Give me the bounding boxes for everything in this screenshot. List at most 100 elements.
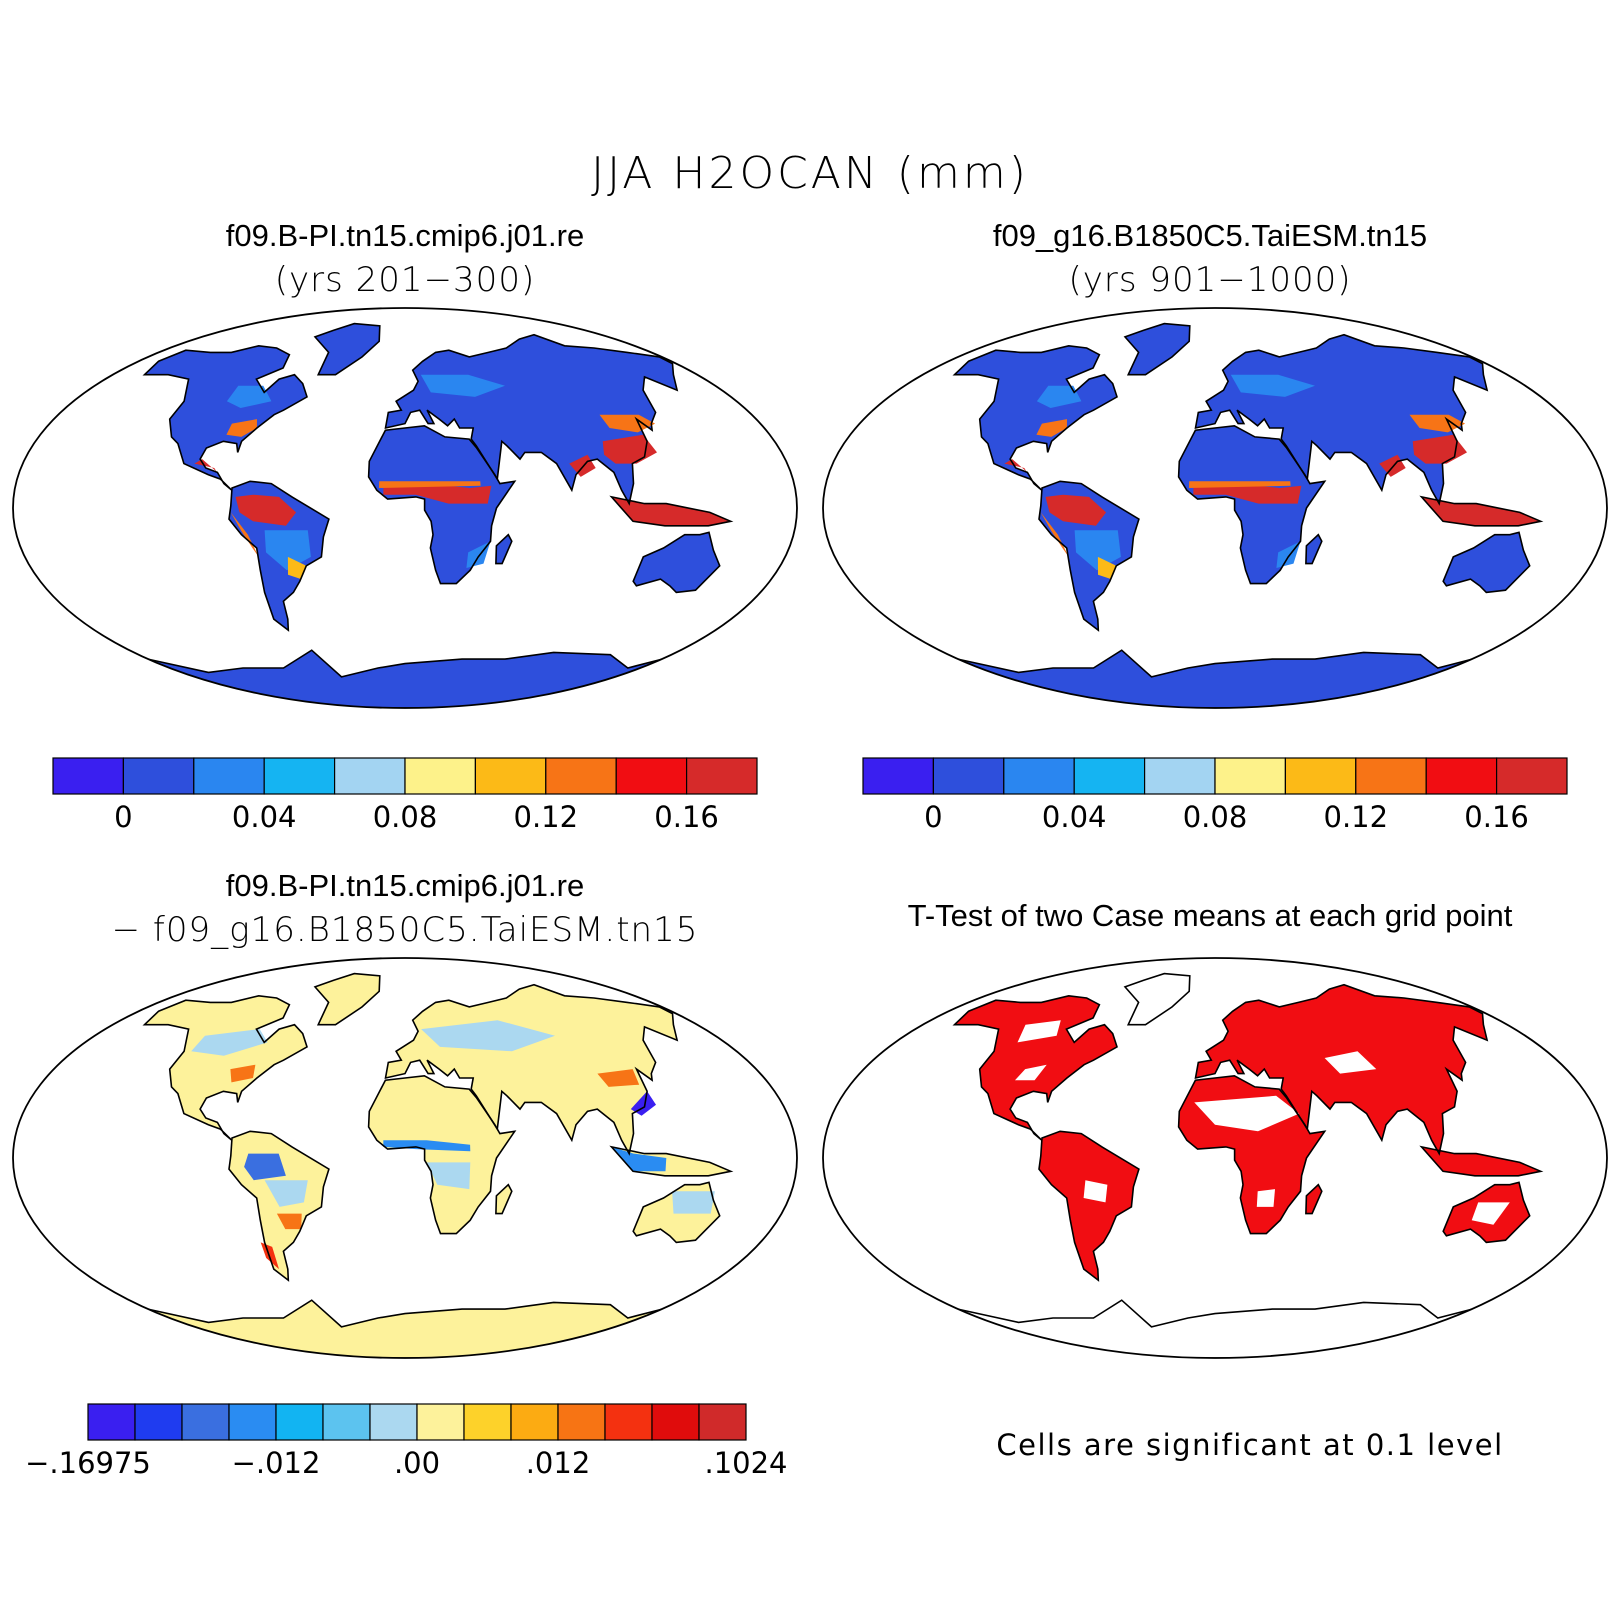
colorbar-tick-label: .00 <box>393 1446 441 1480</box>
field-region-2 <box>1324 1051 1377 1074</box>
map-panel-case2 <box>822 307 1608 709</box>
land-north-america <box>144 995 307 1141</box>
colorbar-box <box>87 1403 136 1441</box>
land-africa <box>368 1075 515 1234</box>
land-greenland <box>1125 323 1190 375</box>
colorbar-box <box>263 757 336 795</box>
map-border <box>12 957 798 1359</box>
field-region-1 <box>264 1180 308 1207</box>
panel1-subtitle: (yrs 201−300) <box>274 260 536 300</box>
colorbar-tick-label: −.012 <box>231 1446 321 1480</box>
land-madagascar <box>495 534 512 564</box>
land-greenland <box>315 323 380 375</box>
coastline-europe-asia <box>384 983 679 1156</box>
panel2-title: f09_g16.B1850C5.TaiESM.tn15 <box>992 218 1428 253</box>
coastline-africa <box>1177 424 1327 585</box>
field-region-6 <box>602 434 657 464</box>
colorbar-box <box>685 757 758 795</box>
land-australia <box>1443 532 1530 593</box>
coastline-madagascar <box>495 1183 513 1215</box>
panel4-title: T-Test of two Case means at each grid po… <box>907 898 1513 933</box>
colorbar-box <box>463 1403 512 1441</box>
field-region-7 <box>421 1020 555 1052</box>
coastline-south-america <box>1038 1130 1140 1282</box>
field-region-4 <box>383 483 492 504</box>
coastline-madagascar <box>1305 1183 1323 1215</box>
field-region-9 <box>611 496 731 526</box>
map-border <box>12 307 798 709</box>
colorbar-box <box>932 757 1005 795</box>
colorbar-box <box>557 1403 606 1441</box>
colorbar-difference: −.16975 −.012 .00 .012 .1024 <box>25 1403 788 1480</box>
field-region-1 <box>230 512 259 557</box>
coastline-africa <box>367 1074 517 1235</box>
coastline-greenland <box>313 322 381 376</box>
coastline-south-america <box>228 480 330 632</box>
field-region-4 <box>191 1029 268 1056</box>
field-region-3 <box>230 1064 256 1083</box>
coastline-australia <box>1442 1181 1531 1244</box>
colorbar-box <box>334 757 406 795</box>
coastline-greenland <box>313 972 381 1026</box>
coastline-europe-asia <box>1194 333 1489 506</box>
colorbar-box <box>181 1403 230 1441</box>
colorbar-box <box>193 757 265 795</box>
colorbar-box <box>698 1403 747 1441</box>
field-region-9 <box>426 1162 471 1190</box>
coastline-indonesia <box>609 495 734 527</box>
colorbar-box <box>52 757 125 795</box>
field-region-1 <box>1040 512 1069 557</box>
field-region-5 <box>630 1091 656 1116</box>
field-region-2 <box>264 530 311 571</box>
panel1-title: f09.B-PI.tn15.cmip6.j01.re <box>225 218 585 253</box>
colorbar-tick-label: 0 <box>114 800 133 834</box>
field-region-6 <box>1412 434 1467 464</box>
field-region-5 <box>1256 1189 1275 1207</box>
land-south-america <box>1039 1131 1139 1281</box>
field-region-5 <box>379 481 481 488</box>
field-region-10 <box>194 459 224 484</box>
land-madagascar <box>1305 1184 1322 1214</box>
colorbar-box <box>1144 757 1216 795</box>
colorbar-tick-label: .1024 <box>704 1446 788 1480</box>
field-region-13 <box>1230 374 1315 397</box>
land-africa <box>368 425 515 584</box>
field-region-2 <box>276 1213 302 1230</box>
colorbar-tick-label: .012 <box>525 1446 591 1480</box>
colorbar-tick-label: 0.12 <box>513 800 579 834</box>
field-region-9 <box>1421 496 1541 526</box>
field-region-12 <box>1036 385 1082 408</box>
coastline-north-america <box>142 344 308 491</box>
field-region-0 <box>1194 1095 1300 1132</box>
colorbar-box <box>369 1403 418 1441</box>
coastline-north-america <box>142 994 308 1141</box>
land-greenland <box>315 973 380 1025</box>
coastline-europe-asia <box>384 333 679 506</box>
map-panel-ttest <box>822 957 1608 1359</box>
colorbar-tick-label: 0.12 <box>1323 800 1389 834</box>
field-region-8 <box>383 1140 471 1152</box>
colorbar-box <box>1073 757 1146 795</box>
colorbar-tick-label: 0 <box>924 800 943 834</box>
land-antarctica <box>147 1300 663 1358</box>
map-border <box>822 307 1608 709</box>
colorbar-tick-label: 0.16 <box>1464 800 1529 834</box>
field-region-6 <box>597 1069 640 1087</box>
field-region-11 <box>672 1191 715 1214</box>
coastline-indonesia <box>1419 495 1544 527</box>
colorbar-box <box>1355 757 1427 795</box>
field-region-0 <box>244 1153 286 1181</box>
colorbar-tick-label: 0.08 <box>1182 800 1248 834</box>
land-north-america <box>954 345 1117 491</box>
field-region-4 <box>1083 1180 1108 1203</box>
field-region-0 <box>235 494 297 526</box>
coastline-south-america <box>228 1130 330 1282</box>
panel2-subtitle: (yrs 901−1000) <box>1068 260 1352 300</box>
panel3-subtitle: − f09_g16.B1850C5.TaiESM.tn15 <box>111 910 699 950</box>
coastline-africa <box>367 424 517 585</box>
land-africa <box>1178 425 1325 584</box>
field-region-0 <box>1045 494 1107 526</box>
colorbar-box <box>1214 757 1287 795</box>
colorbar-box <box>1003 757 1075 795</box>
field-region-6 <box>1015 1064 1047 1081</box>
